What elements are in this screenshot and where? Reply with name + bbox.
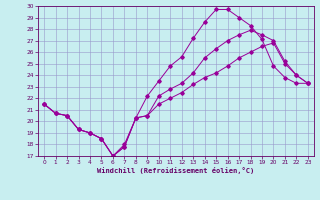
X-axis label: Windchill (Refroidissement éolien,°C): Windchill (Refroidissement éolien,°C)	[97, 167, 255, 174]
